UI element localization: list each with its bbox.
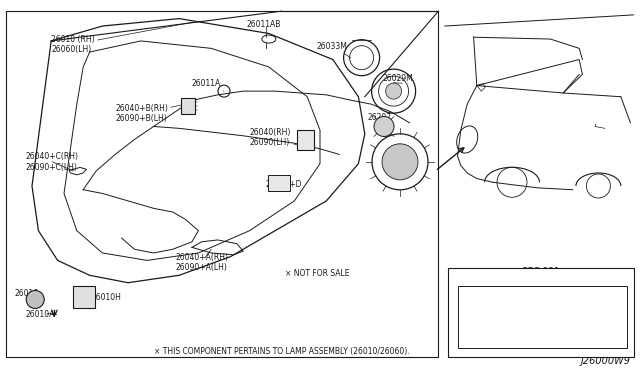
Text: × NOT FOR SALE: × NOT FOR SALE bbox=[285, 269, 349, 278]
Circle shape bbox=[385, 83, 402, 99]
Text: × THIS COMPONENT PERTAINS TO LAMP ASSEMBLY (26010/26060).: × THIS COMPONENT PERTAINS TO LAMP ASSEMB… bbox=[154, 347, 409, 356]
FancyBboxPatch shape bbox=[296, 130, 314, 150]
Text: 26011A: 26011A bbox=[192, 79, 224, 91]
Text: 26029M: 26029M bbox=[383, 74, 413, 83]
Text: KEEP BULB: KEEP BULB bbox=[460, 291, 486, 296]
Bar bbox=[6, 11, 438, 357]
Text: 26010A: 26010A bbox=[26, 310, 55, 319]
Text: 26040+B(RH)
26090+B(LH): 26040+B(RH) 26090+B(LH) bbox=[115, 104, 186, 123]
FancyBboxPatch shape bbox=[181, 99, 195, 115]
FancyBboxPatch shape bbox=[268, 175, 290, 191]
Text: 26040(RH)
26090(LH): 26040(RH) 26090(LH) bbox=[250, 128, 298, 147]
Circle shape bbox=[26, 291, 44, 308]
Text: 26040+A(RH)
26090+A(LH): 26040+A(RH) 26090+A(LH) bbox=[176, 253, 229, 272]
Text: 26040+C(RH)
26090+C(LH): 26040+C(RH) 26090+C(LH) bbox=[26, 152, 79, 171]
Bar bbox=[458, 286, 627, 348]
Text: J26000W9: J26000W9 bbox=[580, 356, 630, 366]
Text: 26016: 26016 bbox=[14, 289, 38, 298]
Text: WARNING/AVERTISSEMENT: WARNING/AVERTISSEMENT bbox=[481, 287, 548, 292]
Text: 26011AB: 26011AB bbox=[246, 20, 281, 29]
Text: SEC 991: SEC 991 bbox=[522, 267, 559, 276]
Bar bbox=[448, 268, 634, 357]
Circle shape bbox=[374, 116, 394, 137]
Circle shape bbox=[382, 144, 418, 180]
Text: 26010 (RH)
26060(LH): 26010 (RH) 26060(LH) bbox=[51, 22, 192, 54]
Text: 26297: 26297 bbox=[368, 113, 392, 122]
Text: 26010H: 26010H bbox=[92, 293, 122, 302]
Text: 26040+D: 26040+D bbox=[266, 180, 302, 189]
FancyBboxPatch shape bbox=[72, 286, 95, 308]
Text: (26059N): (26059N) bbox=[520, 276, 562, 285]
Text: 26033M: 26033M bbox=[317, 42, 351, 58]
